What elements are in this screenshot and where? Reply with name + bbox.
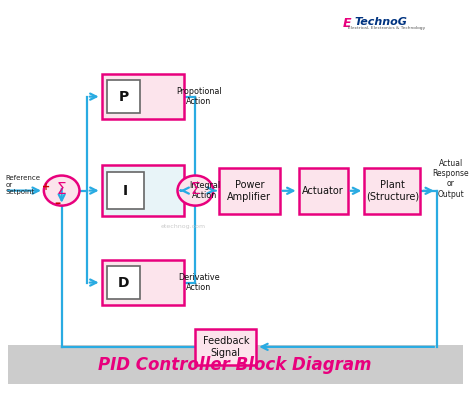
Bar (101, 74, 183, 119)
Text: Electrical, Electronics & Technology: Electrical, Electronics & Technology (348, 27, 425, 31)
Bar (107, 172, 144, 209)
Text: I: I (123, 183, 128, 198)
Bar (107, 266, 140, 299)
Text: Derivative
Action: Derivative Action (178, 273, 219, 292)
Text: $\Sigma$: $\Sigma$ (190, 181, 201, 197)
Text: +: + (42, 183, 50, 193)
Bar (107, 80, 140, 113)
Bar (299, 168, 348, 214)
Text: Actual
Response
or
Output: Actual Response or Output (433, 159, 469, 199)
Text: D: D (118, 276, 129, 289)
Text: Power
Amplifier: Power Amplifier (227, 180, 271, 202)
Circle shape (44, 175, 80, 206)
Text: Integral
Action: Integral Action (190, 181, 220, 200)
Text: Reference
or
Setpoint: Reference or Setpoint (5, 175, 40, 195)
Bar (195, 329, 256, 365)
Text: E: E (343, 17, 352, 29)
Text: –: – (55, 197, 61, 210)
Bar (8, 345, 463, 384)
Text: Plant
(Structure): Plant (Structure) (366, 180, 419, 202)
Text: TechnoG: TechnoG (355, 17, 408, 27)
Text: $\Sigma$: $\Sigma$ (56, 181, 67, 197)
Text: Actuator: Actuator (302, 186, 344, 196)
Bar (101, 165, 183, 216)
Circle shape (177, 175, 213, 206)
Text: Feedback
Signal: Feedback Signal (202, 336, 249, 358)
Text: P: P (118, 90, 128, 104)
Text: etechnog.com: etechnog.com (161, 224, 206, 229)
Text: PID Controller Block Diagram: PID Controller Block Diagram (99, 356, 372, 374)
Text: Propotional
Action: Propotional Action (176, 87, 221, 106)
Bar (364, 168, 420, 214)
Bar (219, 168, 280, 214)
Bar (101, 260, 183, 305)
